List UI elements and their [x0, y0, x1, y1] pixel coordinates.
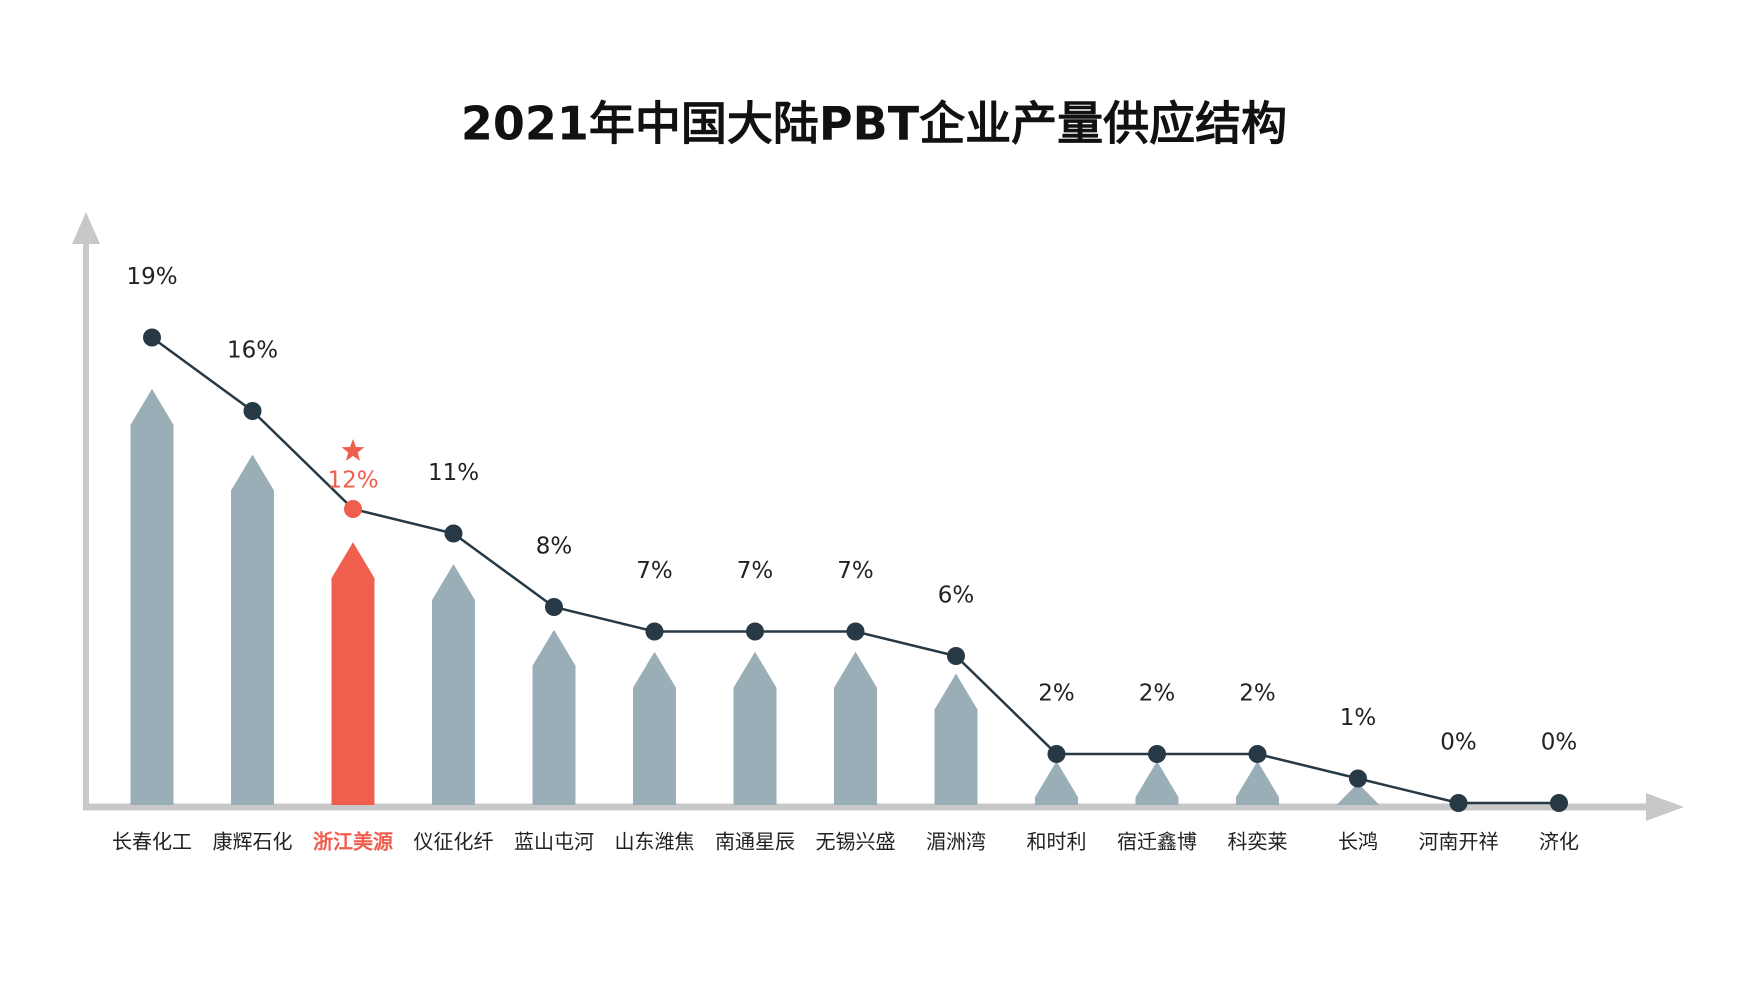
x-tick-label: 仪征化纤 [414, 830, 494, 854]
x-tick-label: 浙江美源 [313, 830, 393, 854]
point [846, 622, 865, 641]
x-tick-label: 科奕莱 [1228, 830, 1288, 854]
bar [1336, 783, 1380, 805]
data-label: 0% [1541, 730, 1578, 756]
point [1047, 745, 1066, 763]
point [1349, 769, 1367, 788]
x-tick-label: 河南开祥 [1419, 830, 1499, 854]
x-tick-label: 山东潍焦 [615, 830, 695, 854]
point [444, 524, 463, 543]
x-tick-label: 湄洲湾 [926, 830, 986, 854]
x-tick-label: 宿迁鑫博 [1117, 830, 1197, 854]
highlight-star [341, 439, 365, 461]
point [645, 622, 664, 641]
point [243, 402, 262, 420]
bar [532, 629, 576, 805]
data-label: 7% [737, 558, 774, 584]
data-label: 2% [1239, 681, 1276, 707]
x-tick-label: 蓝山屯河 [514, 830, 594, 854]
bar [633, 651, 676, 805]
point [947, 647, 965, 665]
data-label: 6% [938, 583, 975, 609]
data-label: 2% [1038, 681, 1075, 707]
bar [130, 388, 174, 805]
data-label: 0% [1440, 730, 1477, 756]
point [1248, 745, 1267, 763]
point [746, 622, 764, 641]
data-label: 8% [536, 534, 573, 560]
bar [934, 673, 978, 805]
data-label: 19% [126, 264, 177, 290]
bar [1035, 761, 1078, 805]
data-label: 11% [428, 460, 479, 486]
data-label: 16% [227, 338, 278, 364]
x-tick-label: 康辉石化 [213, 830, 293, 854]
chart-title: 2021年中国大陆PBT企业产量供应结构 [461, 97, 1287, 151]
x-tick-label: 济化 [1539, 830, 1579, 854]
x-tick-label: 和时利 [1027, 830, 1087, 854]
point [143, 328, 161, 347]
point [1550, 794, 1568, 812]
bar [231, 454, 274, 805]
point [545, 598, 563, 616]
y-axis-arrow [72, 212, 100, 244]
data-label: 7% [837, 558, 874, 584]
x-tick-label: 无锡兴盛 [816, 830, 896, 854]
point [1148, 745, 1166, 763]
data-label: 12% [327, 468, 378, 494]
data-label: 1% [1340, 705, 1377, 731]
x-axis-arrow [1646, 793, 1684, 821]
data-label: 7% [636, 558, 673, 584]
bar [1236, 761, 1279, 805]
x-tick-label: 南通星辰 [715, 830, 795, 854]
point [344, 500, 362, 518]
bar [1135, 761, 1179, 805]
bar [432, 564, 475, 805]
point [1449, 794, 1468, 812]
x-tick-label: 长鸿 [1338, 830, 1378, 854]
bar [331, 542, 375, 805]
x-tick-label: 长春化工 [112, 830, 192, 854]
axes [72, 212, 1684, 821]
data-label: 2% [1139, 681, 1176, 707]
bar [733, 651, 777, 805]
bar [834, 651, 877, 805]
